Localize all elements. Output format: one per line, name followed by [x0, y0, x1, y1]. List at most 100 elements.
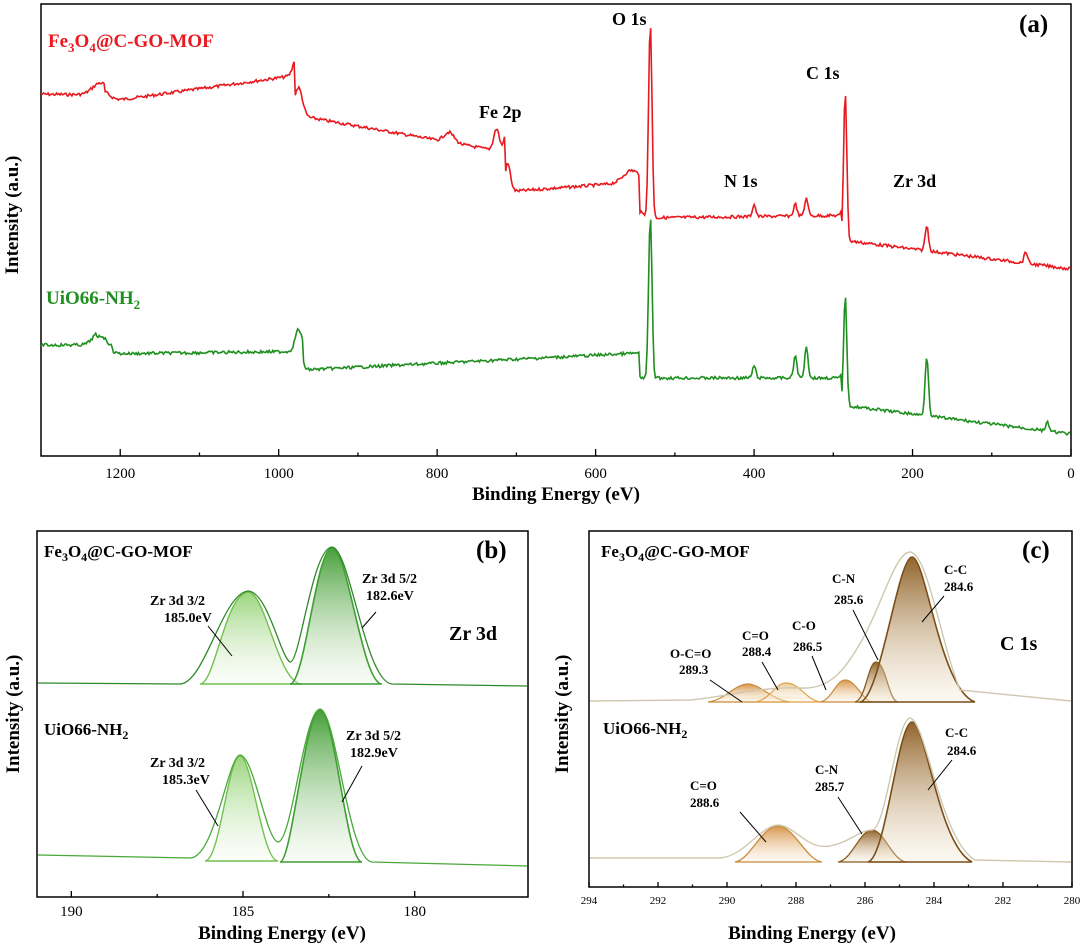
c-arrow-6 — [739, 811, 767, 843]
panel-a-x-ticks: 1200 1000 800 600 400 200 0 — [105, 449, 1075, 482]
x-tick-label: 288 — [788, 895, 805, 907]
panel-a-frame — [40, 3, 1072, 457]
panel-b-xlabel: Binding Energy (eV) — [198, 923, 366, 944]
panel-b-frame — [36, 530, 529, 898]
x-tick-label: 180 — [403, 904, 426, 920]
b-top-label-3-2: Zr 3d 3/2 — [150, 594, 205, 609]
panel-a: (a) 1200 1000 800 600 400 200 0 Binding Energy… — [2, 3, 1075, 505]
x-tick-label: 0 — [1067, 466, 1075, 482]
x-tick-label: 286 — [857, 895, 874, 907]
b-top-envelope — [37, 546, 528, 687]
panel-b-label: (b) — [476, 537, 507, 564]
x-tick-label: 1200 — [105, 466, 135, 482]
b-arrow-1 — [207, 625, 233, 657]
c-bot-label-1: C=O — [690, 778, 717, 793]
x-tick-label: 600 — [584, 466, 607, 482]
b-top-peak-5-2 — [289, 547, 383, 685]
b-bot-peak-3-2 — [204, 755, 279, 862]
c-arrow-5 — [921, 595, 945, 623]
x-tick-label: 200 — [901, 466, 924, 482]
annot-n1s: N 1s — [724, 171, 758, 191]
x-tick-label: 400 — [743, 466, 766, 482]
x-tick-label: 1000 — [264, 466, 294, 482]
c-top-energy-1: 289.3 — [679, 662, 709, 677]
legend-uio66: UiO66-NH2 — [46, 288, 140, 312]
c-bot-label-3: C-C — [945, 725, 968, 740]
x-tick-label: 284 — [926, 895, 943, 907]
c-arrow-3 — [811, 655, 827, 691]
annot-fe2p: Fe 2p — [479, 102, 522, 122]
b-arrow-4 — [341, 765, 363, 803]
c-top-label-5: C-C — [944, 562, 967, 577]
b-bot-envelope — [37, 708, 528, 867]
c-bot-label-2: C-N — [815, 762, 839, 777]
panel-b-ylabel: Intensity (a.u.) — [3, 655, 24, 774]
c-top-energy-2: 288.4 — [742, 644, 772, 659]
panel-a-xlabel: Binding Energy (eV) — [472, 484, 640, 505]
b-bot-energy-5-2: 182.9eV — [350, 746, 398, 761]
panel-b: (b) 190 185 180 Binding Energy (eV) Intens… — [3, 530, 529, 944]
c-top-label-4: C-N — [832, 571, 856, 586]
panel-c-x-ticks: 294 292 290 288 286 284 282 280 — [581, 882, 1080, 907]
c-arrow-8 — [927, 759, 953, 791]
series-fe3o4-survey-line — [40, 28, 1071, 271]
c-arrow-1 — [709, 679, 743, 703]
c-bot-peak-c-o — [734, 825, 823, 863]
c-arrow-7 — [837, 796, 863, 835]
c-top-peak-c-o2 — [754, 682, 821, 703]
panel-a-label: (a) — [1019, 11, 1048, 38]
x-tick-label: 185 — [232, 904, 255, 920]
b-arrow-2 — [361, 611, 377, 629]
b-sample-top: Fe3O4@C-GO-MOF — [44, 542, 193, 564]
x-tick-label: 290 — [719, 895, 736, 907]
c-top-label-2: C=O — [742, 628, 769, 643]
b-top-label-5-2: Zr 3d 5/2 — [362, 572, 417, 587]
x-tick-label: 292 — [650, 895, 667, 907]
panel-c-frame — [588, 530, 1073, 888]
c-top-peak-c-c — [859, 556, 976, 703]
c-arrow-2 — [761, 661, 779, 691]
c-top-label-3: C-O — [792, 618, 816, 633]
b-top-peak-3-2 — [199, 591, 303, 685]
c-sample-bot: UiO66-NH2 — [603, 719, 687, 741]
b-bot-label-3-2: Zr 3d 3/2 — [150, 756, 205, 771]
annot-zr3d: Zr 3d — [893, 171, 936, 191]
c-element: C 1s — [1000, 633, 1037, 655]
x-tick-label: 800 — [426, 466, 449, 482]
panel-c-ylabel: Intensity (a.u.) — [552, 655, 573, 774]
panel-c-xlabel: Binding Energy (eV) — [728, 923, 896, 944]
panel-c-label: (c) — [1022, 537, 1050, 564]
legend-fe3o4: Fe3O4@C-GO-MOF — [48, 31, 214, 55]
panel-b-x-ticks: 190 185 180 — [60, 891, 426, 920]
annot-o1s: O 1s — [612, 9, 647, 29]
series-uio66-survey-line — [40, 219, 1071, 436]
b-element: Zr 3d — [449, 623, 497, 645]
b-top-energy-5-2: 182.6eV — [366, 589, 414, 604]
c-bot-envelope — [590, 717, 1072, 863]
annot-c1s: C 1s — [806, 63, 840, 83]
panel-a-ylabel: Intensity (a.u.) — [2, 156, 23, 275]
c-top-label-1: O-C=O — [670, 646, 711, 661]
b-sample-bot: UiO66-NH2 — [44, 720, 128, 742]
c-sample-top: Fe3O4@C-GO-MOF — [601, 542, 750, 564]
c-top-energy-3: 286.5 — [793, 639, 823, 654]
c-top-energy-4: 285.6 — [834, 592, 864, 607]
x-tick-label: 280 — [1064, 895, 1080, 907]
b-top-energy-3-2: 185.0eV — [164, 611, 212, 626]
c-bot-energy-3: 284.6 — [947, 743, 977, 758]
x-tick-label: 282 — [995, 895, 1012, 907]
panel-c: (c) 294 292 290 288 286 284 282 280 Binding Ene… — [552, 530, 1080, 944]
c-bot-peak-c-c — [867, 721, 973, 863]
c-bot-energy-1: 288.6 — [690, 795, 720, 810]
b-bot-label-5-2: Zr 3d 5/2 — [346, 729, 401, 744]
b-bot-peak-5-2 — [279, 709, 363, 863]
c-top-envelope — [589, 551, 1072, 702]
b-arrow-3 — [195, 789, 219, 827]
x-tick-label: 294 — [581, 895, 598, 907]
c-top-energy-5: 284.6 — [944, 579, 974, 594]
x-tick-label: 190 — [60, 904, 83, 920]
b-bot-energy-3-2: 185.3eV — [162, 773, 210, 788]
c-arrow-4 — [852, 609, 879, 661]
c-bot-energy-2: 285.7 — [815, 779, 845, 794]
